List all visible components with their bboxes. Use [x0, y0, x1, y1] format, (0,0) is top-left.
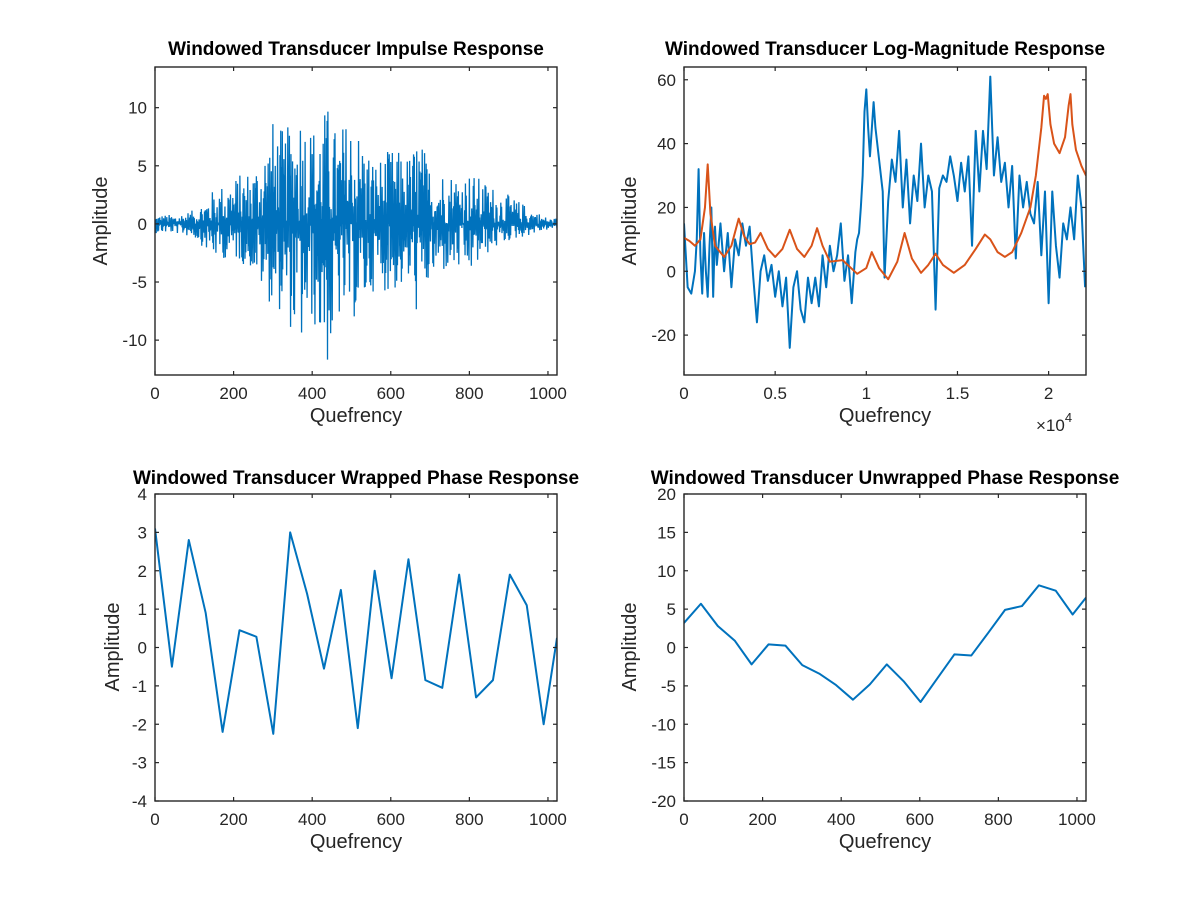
subplot-log-magnitude: Windowed Transducer Log-Magnitude Respon… — [619, 39, 1105, 435]
series-line-impulse-response — [155, 111, 557, 360]
y-tick-label: -10 — [122, 331, 147, 350]
x-tick-label: 1000 — [529, 810, 567, 829]
chart-title: Windowed Transducer Impulse Response — [168, 39, 544, 60]
ticks: 0 200 400 600 800 1000 -20 -15 -10 -5 0 5 10 15 20 — [651, 485, 1095, 829]
x-tick-label: 0.5 — [763, 384, 787, 403]
y-axis-label: Amplitude — [102, 603, 124, 692]
x-tick-label: 400 — [298, 810, 326, 829]
y-tick-label: -1 — [132, 677, 147, 696]
axes-frame — [154, 66, 558, 376]
y-tick-label: 10 — [657, 562, 676, 581]
x-tick-label: 600 — [906, 810, 934, 829]
axes-frame — [683, 66, 1087, 376]
y-tick-label: 2 — [138, 562, 147, 581]
y-tick-label: -3 — [132, 754, 147, 773]
plot-area — [684, 75, 1086, 349]
ticks: 0 0.5 1 1.5 2 -20 0 20 40 60 — [651, 67, 1086, 403]
x-tick-label: 2 — [1044, 384, 1053, 403]
x-tick-label: 1000 — [529, 384, 567, 403]
chart-title: Windowed Transducer Wrapped Phase Respon… — [133, 468, 579, 489]
x-tick-label: 0 — [150, 384, 159, 403]
x-axis-label: Quefrency — [310, 831, 402, 853]
x-tick-label: 1 — [862, 384, 871, 403]
x-tick-label: 0 — [679, 384, 688, 403]
series-line-measured — [684, 75, 1086, 349]
series-line-wrapped-phase — [155, 528, 557, 735]
y-axis-label: Amplitude — [619, 177, 641, 266]
x-tick-label: 0 — [150, 810, 159, 829]
x-tick-label: 600 — [377, 810, 405, 829]
y-tick-label: 0 — [138, 215, 147, 234]
y-tick-label: 1 — [138, 600, 147, 619]
y-tick-label: 10 — [128, 99, 147, 118]
y-tick-label: 0 — [138, 639, 147, 658]
y-tick-label: 20 — [657, 198, 676, 217]
x-tick-label: 400 — [298, 384, 326, 403]
y-tick-label: 15 — [657, 523, 676, 542]
y-tick-label: -15 — [651, 754, 676, 773]
y-tick-label: 4 — [138, 485, 147, 504]
x-tick-label: 200 — [219, 810, 247, 829]
y-axis-label: Amplitude — [619, 603, 641, 692]
plot-area — [155, 528, 557, 735]
y-tick-label: -5 — [661, 677, 676, 696]
y-tick-label: -4 — [132, 792, 147, 811]
y-tick-label: -10 — [651, 715, 676, 734]
y-tick-label: 3 — [138, 523, 147, 542]
x-tick-label: 800 — [455, 810, 483, 829]
ticks: 0 200 400 600 800 1000 -4 -3 -2 -1 0 1 2 3 4 — [132, 485, 567, 829]
subplot-impulse-response: Windowed Transducer Impulse Response 0 20… — [90, 39, 567, 427]
y-tick-label: 20 — [657, 485, 676, 504]
y-tick-label: 60 — [657, 71, 676, 90]
x-axis-multiplier: ×104 — [1036, 410, 1072, 435]
x-tick-label: 1000 — [1058, 810, 1096, 829]
multiplier-exponent: 4 — [1065, 410, 1072, 425]
y-tick-label: 5 — [138, 157, 147, 176]
x-tick-label: 400 — [827, 810, 855, 829]
plot-area — [155, 111, 557, 360]
chart-title: Windowed Transducer Unwrapped Phase Resp… — [651, 468, 1120, 489]
subplot-wrapped-phase: Windowed Transducer Wrapped Phase Respon… — [102, 468, 579, 853]
plot-area — [684, 584, 1086, 703]
subplot-unwrapped-phase: Windowed Transducer Unwrapped Phase Resp… — [619, 468, 1119, 853]
x-axis-label: Quefrency — [310, 405, 402, 427]
y-tick-label: 5 — [667, 600, 676, 619]
y-axis-label: Amplitude — [90, 177, 112, 266]
x-tick-label: 0 — [679, 810, 688, 829]
y-tick-label: 0 — [667, 639, 676, 658]
series-line-model — [684, 93, 1086, 281]
x-axis-label: Quefrency — [839, 405, 931, 427]
y-tick-label: -20 — [651, 792, 676, 811]
y-tick-label: -20 — [651, 326, 676, 345]
axes-frame — [683, 493, 1087, 802]
x-axis-label: Quefrency — [839, 831, 931, 853]
x-tick-label: 1.5 — [946, 384, 970, 403]
x-tick-label: 200 — [748, 810, 776, 829]
y-tick-label: -5 — [132, 273, 147, 292]
axes-frame — [154, 493, 558, 802]
x-tick-label: 600 — [377, 384, 405, 403]
series-line-unwrapped-phase — [684, 584, 1086, 703]
x-tick-label: 800 — [984, 810, 1012, 829]
multiplier-base: ×10 — [1036, 416, 1065, 435]
y-tick-label: -2 — [132, 715, 147, 734]
y-tick-label: 0 — [667, 262, 676, 281]
x-tick-label: 200 — [219, 384, 247, 403]
chart-title: Windowed Transducer Log-Magnitude Respon… — [665, 39, 1105, 60]
x-tick-label: 800 — [455, 384, 483, 403]
y-tick-label: 40 — [657, 135, 676, 154]
ticks: 0 200 400 600 800 1000 -10 -5 0 5 10 — [122, 67, 567, 403]
